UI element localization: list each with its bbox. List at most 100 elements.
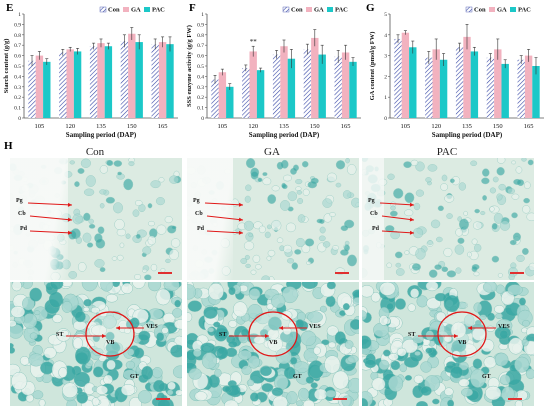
cell: [207, 327, 215, 333]
cell: [60, 329, 70, 337]
cell: [294, 249, 302, 255]
cell: [267, 194, 277, 204]
cell: [471, 264, 480, 270]
bar-pac-105: [409, 47, 417, 118]
highlight-circle-icon: [85, 311, 135, 357]
label-st: ST: [56, 332, 64, 338]
cell: [454, 244, 465, 255]
scale-bar: [158, 272, 172, 274]
x-tick-label: 120: [65, 123, 75, 130]
label-ves: VES: [309, 324, 321, 330]
cell: [276, 161, 284, 170]
legend-label-ga: GA: [131, 7, 141, 14]
cell: [404, 192, 415, 204]
cell: [38, 399, 46, 406]
cell: [222, 385, 231, 393]
cell: [512, 232, 521, 242]
label-pd: Pd: [20, 226, 28, 232]
cell: [172, 308, 182, 318]
cell: [522, 205, 531, 214]
arrowhead-icon: [67, 202, 72, 207]
cell: [172, 365, 182, 379]
cell: [208, 374, 220, 388]
x-tick-label: 150: [127, 123, 137, 130]
legend-swatch-pac: [144, 7, 150, 12]
scale-bar: [333, 398, 347, 400]
bar-pac-105: [226, 86, 234, 118]
cell: [132, 282, 146, 289]
cell: [243, 220, 254, 231]
cell: [386, 262, 392, 268]
cell: [10, 346, 16, 354]
y-tick-label: 0.2: [197, 95, 204, 101]
red-arrow-icon: [29, 230, 73, 234]
cell: [519, 297, 526, 306]
cell: [11, 282, 22, 292]
cell: [248, 232, 254, 238]
label-vb: VB: [106, 340, 115, 346]
cell: [395, 298, 406, 310]
cell: [444, 194, 455, 203]
cell: [73, 371, 90, 388]
x-tick-label: 120: [431, 123, 441, 130]
cell: [343, 244, 350, 252]
cell: [327, 172, 337, 183]
red-arrow-icon: [381, 215, 415, 221]
y-tick-label: 0: [384, 116, 387, 122]
y-tick-label: 5: [384, 12, 387, 18]
cell: [450, 366, 463, 379]
cell: [521, 338, 529, 347]
y-tick-label: 0.4: [197, 74, 204, 80]
y-tick-label: 0.6: [14, 54, 21, 60]
cell: [499, 220, 511, 231]
cell: [187, 284, 197, 300]
vascular-bundle-ring: [85, 311, 135, 357]
bar-ga-105: [35, 55, 44, 118]
y-tick-label: 0.5: [197, 64, 204, 70]
legend-swatch-pac: [327, 7, 333, 12]
cell: [470, 160, 478, 167]
cell: [170, 344, 182, 358]
cell: [497, 272, 503, 278]
tissue-texture: [10, 282, 182, 406]
cell: [97, 226, 105, 234]
cell: [134, 200, 143, 206]
cell: [313, 346, 321, 355]
cell: [473, 271, 480, 277]
cell: [416, 401, 428, 406]
cell: [511, 212, 518, 219]
cell: [22, 296, 35, 311]
cell: [70, 228, 81, 240]
cell: [319, 305, 327, 313]
cell: [261, 275, 271, 280]
cell: [415, 248, 426, 260]
label-pd: Pd: [372, 226, 380, 232]
y-tick-label: 0.8: [14, 33, 21, 39]
cell: [271, 219, 282, 232]
cell: [33, 310, 41, 316]
cell: [472, 358, 483, 369]
cell: [77, 262, 87, 272]
y-tick-label: 0.2: [14, 95, 21, 101]
tissue-edge-region: [362, 158, 384, 280]
arrowhead-icon: [102, 334, 106, 338]
cell: [102, 315, 117, 329]
cell: [228, 286, 236, 296]
cell: [121, 282, 133, 294]
cell: [150, 180, 161, 189]
bar-pac-165: [349, 61, 357, 118]
cell: [526, 212, 534, 222]
x-tick-label: 135: [96, 123, 106, 130]
cell: [245, 184, 252, 192]
red-arrow-icon: [27, 202, 73, 206]
y-tick-label: 0.6: [197, 54, 204, 60]
bar-ga-105: [218, 72, 227, 118]
cell: [499, 374, 511, 385]
cell: [153, 379, 166, 393]
cell: [404, 209, 414, 217]
y-tick-label: 0.3: [197, 85, 204, 91]
cell: [72, 213, 83, 225]
cell: [378, 359, 390, 371]
cell: [88, 218, 94, 224]
cell: [324, 355, 341, 374]
